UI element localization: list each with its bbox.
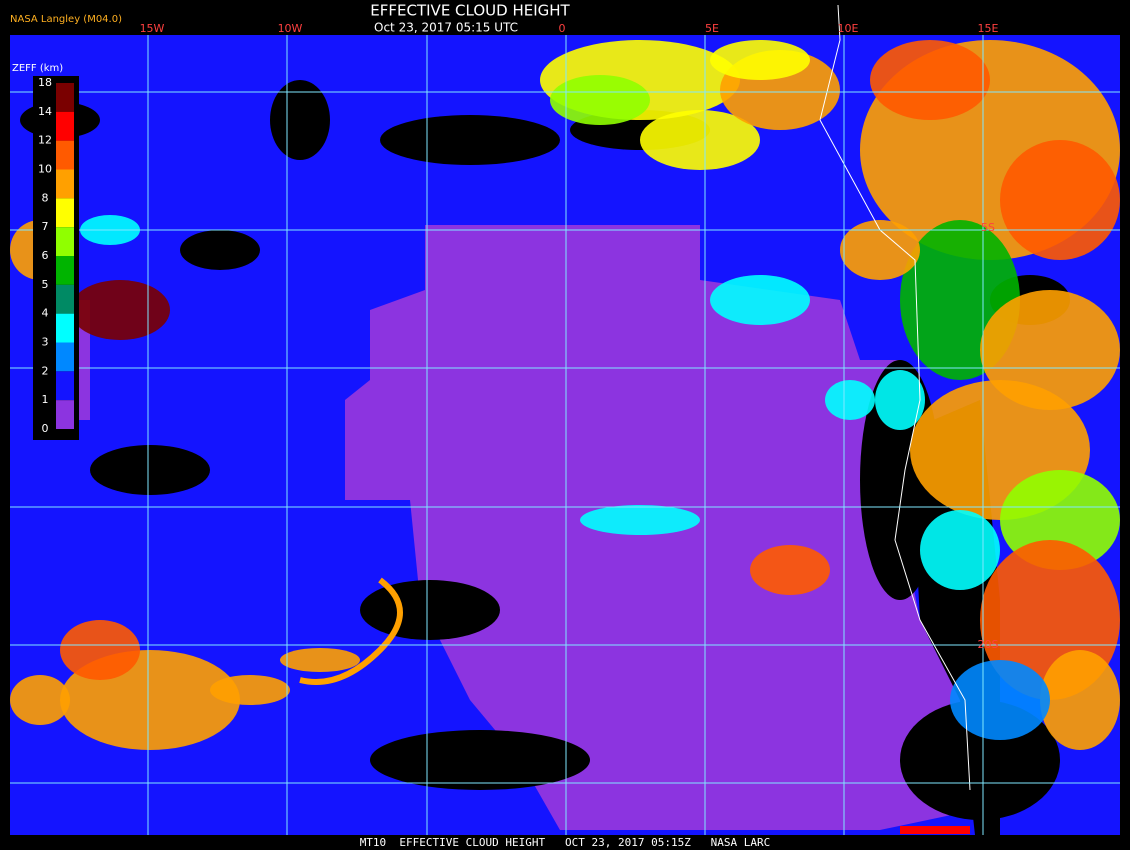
legend-swatch xyxy=(56,140,74,170)
longitude-label: 10E xyxy=(838,22,859,35)
cloud xyxy=(640,110,760,170)
clear-sky xyxy=(270,80,330,160)
subtitle: Oct 23, 2017 05:15 UTC xyxy=(374,21,518,35)
title: EFFECTIVE CLOUD HEIGHT xyxy=(370,2,570,20)
latitude-label: 20S xyxy=(978,638,999,651)
legend-label: 2 xyxy=(42,364,49,377)
cloud xyxy=(10,675,70,725)
cloud xyxy=(1040,650,1120,750)
cloud-line xyxy=(299,577,403,685)
coastline xyxy=(819,4,971,791)
cloud xyxy=(70,280,170,340)
latitude-label: 5S xyxy=(981,221,995,234)
legend-label: 3 xyxy=(42,336,49,349)
cloud xyxy=(710,275,810,325)
legend-label: 14 xyxy=(38,105,52,118)
legend-swatch xyxy=(56,227,74,256)
legend-label: 1 xyxy=(42,393,49,406)
legend-title: ZEFF (km) xyxy=(12,63,63,74)
longitude-label: 10W xyxy=(278,22,303,35)
legend-swatch xyxy=(56,342,74,372)
cloud xyxy=(750,545,830,595)
cloud xyxy=(950,660,1050,740)
legend-label: 0 xyxy=(42,422,49,435)
clear-sky xyxy=(180,230,260,270)
cloud xyxy=(710,40,810,80)
legend-swatch xyxy=(56,198,74,228)
swath-edge xyxy=(900,826,970,834)
cloud xyxy=(980,290,1120,410)
cloud xyxy=(870,40,990,120)
legend-label: 5 xyxy=(42,278,49,291)
cloud xyxy=(920,510,1000,590)
footer: MT10 EFFECTIVE CLOUD HEIGHT OCT 23, 2017… xyxy=(360,836,771,849)
legend-label: 7 xyxy=(42,220,49,233)
legend-swatch xyxy=(56,111,74,141)
legend-label: 12 xyxy=(38,134,52,147)
legend-swatch xyxy=(56,284,74,314)
longitude-label: 0 xyxy=(559,22,566,35)
legend-label: 10 xyxy=(38,163,52,176)
clear-sky xyxy=(370,730,590,790)
cloud xyxy=(60,620,140,680)
legend-label: 8 xyxy=(42,191,49,204)
longitude-label: 15W xyxy=(140,22,165,35)
cloud xyxy=(280,648,360,672)
cloud xyxy=(875,370,925,430)
cloud xyxy=(580,505,700,535)
lat-lon-grid: 15W 10W 0 5E 10E 15E 5S 20S xyxy=(10,22,1120,835)
legend-swatch xyxy=(56,256,74,285)
clear-sky xyxy=(360,580,500,640)
clear-sky xyxy=(380,115,560,165)
legend-swatch xyxy=(56,313,74,343)
legend-swatch xyxy=(56,169,74,199)
cloud xyxy=(550,75,650,125)
cloud xyxy=(825,380,875,420)
legend-swatch xyxy=(56,83,74,112)
longitude-label: 15E xyxy=(978,22,999,35)
longitude-label: 5E xyxy=(705,22,719,35)
legend-swatch xyxy=(56,400,74,429)
legend-label: 6 xyxy=(42,249,49,262)
legend-label: 18 xyxy=(38,76,52,89)
cloud xyxy=(210,675,290,705)
source-label: NASA Langley (M04.0) xyxy=(10,14,122,25)
cloud-field xyxy=(10,4,1120,835)
legend-label: 4 xyxy=(42,307,49,320)
cloud xyxy=(840,220,920,280)
cloud xyxy=(1000,140,1120,260)
legend-swatch xyxy=(56,371,74,401)
clear-sky xyxy=(90,445,210,495)
